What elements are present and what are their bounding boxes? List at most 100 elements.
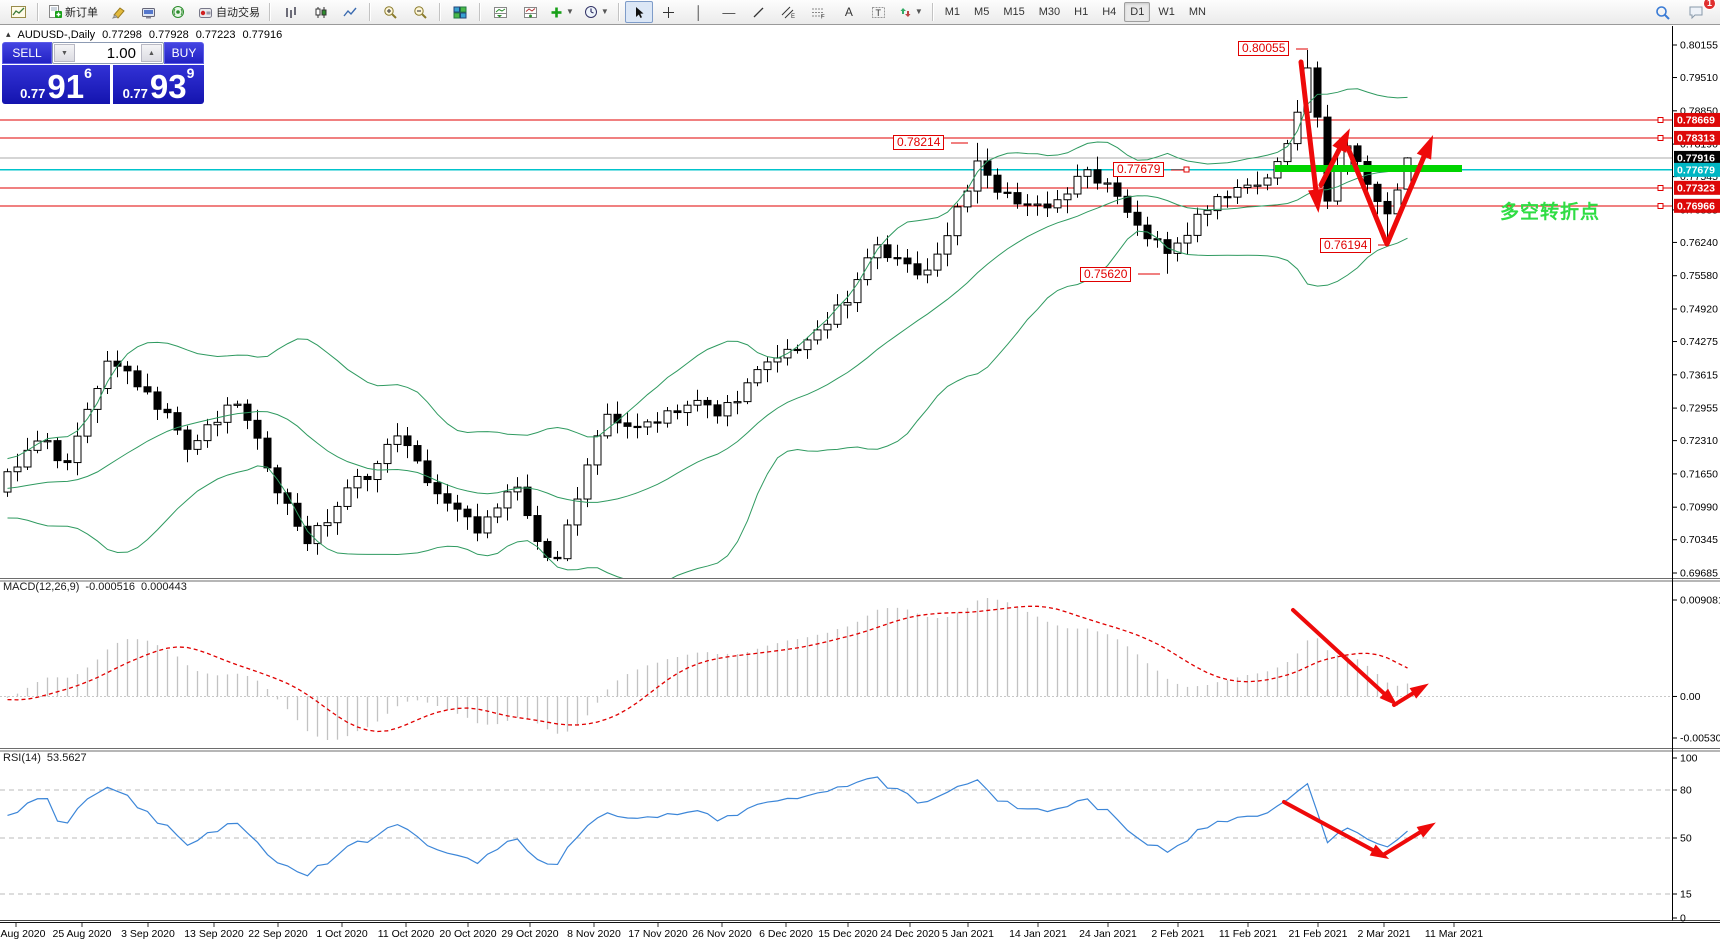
annotation-low-0-75620[interactable]: 0.75620 xyxy=(1080,267,1132,282)
search-icon[interactable] xyxy=(1648,1,1676,23)
svg-text:80: 80 xyxy=(1680,785,1692,797)
line-chart-mode-icon[interactable] xyxy=(336,1,364,23)
chevron-down-icon: ▼ xyxy=(566,7,574,16)
turning-point-text[interactable]: 多空转折点 xyxy=(1500,202,1601,223)
annotation-high-0-80055[interactable]: 0.80055 xyxy=(1238,41,1290,56)
tile-windows-icon[interactable] xyxy=(446,1,474,23)
svg-text:22 Sep 2020: 22 Sep 2020 xyxy=(248,928,308,940)
collapse-quote-icon[interactable]: ▴ xyxy=(6,29,11,39)
indicator-window-icon[interactable] xyxy=(486,1,514,23)
chart-window-icon[interactable] xyxy=(4,1,32,23)
drawn-objects[interactable] xyxy=(1275,59,1462,859)
candle-body xyxy=(613,413,622,424)
sell-price-point: 6 xyxy=(84,65,92,81)
zoom-in-icon[interactable] xyxy=(376,1,404,23)
svg-text:6 Dec 2020: 6 Dec 2020 xyxy=(759,928,813,940)
metaeditor-icon[interactable] xyxy=(104,1,132,23)
candle-body xyxy=(553,556,562,560)
svg-text:0.78313: 0.78313 xyxy=(1677,132,1715,144)
candle-body xyxy=(53,440,62,462)
candle-body xyxy=(1253,184,1262,187)
volume-value[interactable]: 1.00 xyxy=(106,44,136,62)
macd-name: MACD(12,26,9) xyxy=(3,581,80,593)
candle-body xyxy=(913,263,922,276)
trendline-tool[interactable] xyxy=(745,1,773,23)
svg-text:15: 15 xyxy=(1680,889,1692,901)
horizontal-line-tool[interactable]: — xyxy=(722,4,736,20)
candle-body xyxy=(753,369,762,384)
candle-body xyxy=(1333,167,1342,202)
candle-body xyxy=(1293,111,1302,145)
tab-timeframe-m15[interactable]: M15 xyxy=(1003,6,1025,18)
volume-decrease-button[interactable]: ▼ xyxy=(54,44,75,62)
candle-body xyxy=(623,422,632,427)
candle-body xyxy=(193,440,202,450)
equidistant-channel-tool[interactable]: E xyxy=(775,1,803,23)
period-button[interactable]: ▼ xyxy=(580,1,613,23)
zoom-out-icon[interactable] xyxy=(406,1,434,23)
toolbar-separator xyxy=(617,3,620,21)
high-value: 0.77928 xyxy=(148,29,189,41)
candle-body xyxy=(663,410,672,424)
candle-body xyxy=(373,463,382,481)
fibonacci-tool[interactable]: F xyxy=(805,1,833,23)
tab-timeframe-h1[interactable]: H1 xyxy=(1074,6,1089,18)
price-badge xyxy=(1674,130,1720,145)
chart-info-line: ▴ AUDUSD-,Daily 0.77298 0.77928 0.77223 … xyxy=(6,29,282,41)
arrows-tool[interactable]: ▼ xyxy=(895,1,927,23)
candle-body xyxy=(533,515,542,542)
signal-icon[interactable] xyxy=(164,1,192,23)
trend-arrow xyxy=(1291,608,1392,701)
sell-button[interactable]: SELL xyxy=(2,42,52,64)
chat-button[interactable]: 1 xyxy=(1682,0,1716,23)
candle-body xyxy=(933,253,942,271)
annotation-high-0-78214[interactable]: 0.78214 xyxy=(893,135,945,150)
candle-body xyxy=(593,435,602,466)
text-tool[interactable]: A xyxy=(844,4,853,19)
tab-timeframe-h4[interactable]: H4 xyxy=(1102,6,1117,18)
crosshair-tool[interactable] xyxy=(655,1,683,23)
tab-timeframe-mn[interactable]: MN xyxy=(1188,6,1206,18)
time-axis[interactable]: 16 Aug 2020 25 Aug 2020 3 Sep 2020 13 Sep 2… xyxy=(0,923,1483,940)
buy-price-button[interactable]: 0.77 93 9 xyxy=(113,64,204,104)
autotrading-button[interactable]: 自动交易 xyxy=(194,1,264,23)
candle-body xyxy=(443,493,452,504)
tab-timeframe-d1[interactable]: D1 xyxy=(1124,2,1151,22)
candle-body xyxy=(703,399,712,406)
candle-body xyxy=(3,471,12,493)
bar-chart-mode-icon[interactable] xyxy=(276,1,304,23)
tab-timeframe-m5[interactable]: M5 xyxy=(974,6,990,18)
annotation-low-0-76194[interactable]: 0.76194 xyxy=(1320,238,1372,253)
candle-body xyxy=(433,482,442,495)
tab-timeframe-w1[interactable]: W1 xyxy=(1158,6,1175,18)
buy-price-point: 9 xyxy=(186,65,195,81)
tab-timeframe-m30[interactable]: M30 xyxy=(1038,6,1061,18)
candle-body xyxy=(143,386,152,393)
autotrading-icon xyxy=(199,7,212,18)
price-axis[interactable]: 0.801550.795100.788500.781900.775450.768… xyxy=(1672,40,1720,925)
volume-increase-button[interactable]: ▲ xyxy=(141,44,162,62)
candle-body xyxy=(1113,182,1122,197)
svg-text:17 Nov 2020: 17 Nov 2020 xyxy=(628,928,688,940)
svg-text:E: E xyxy=(791,14,795,19)
tab-timeframe-m1[interactable]: M1 xyxy=(944,6,961,18)
open-value: 0.77298 xyxy=(102,29,142,41)
candle-body xyxy=(1193,213,1202,236)
sell-price-button[interactable]: 0.77 91 6 xyxy=(2,64,110,104)
indicator-window-add-icon[interactable] xyxy=(516,1,544,23)
candlestick-mode-icon[interactable] xyxy=(306,1,334,23)
add-indicator-button[interactable]: ▼ xyxy=(546,1,578,23)
candle-body xyxy=(83,408,92,437)
vertical-line-tool[interactable]: │ xyxy=(694,4,703,20)
main-toolbar: 新订单 自动交易 xyxy=(0,0,1720,25)
buy-button[interactable]: BUY xyxy=(164,42,204,64)
new-order-button[interactable]: 新订单 xyxy=(44,1,102,23)
price-badge xyxy=(1674,162,1720,177)
trend-arrow xyxy=(1282,800,1382,856)
cursor-tool[interactable] xyxy=(624,1,653,23)
terminal-icon[interactable] xyxy=(134,1,162,23)
text-label-tool[interactable]: T xyxy=(865,1,893,23)
svg-text:0.72310: 0.72310 xyxy=(1680,435,1718,447)
annotation-level-0-77679[interactable]: 0.77679 xyxy=(1113,162,1165,177)
